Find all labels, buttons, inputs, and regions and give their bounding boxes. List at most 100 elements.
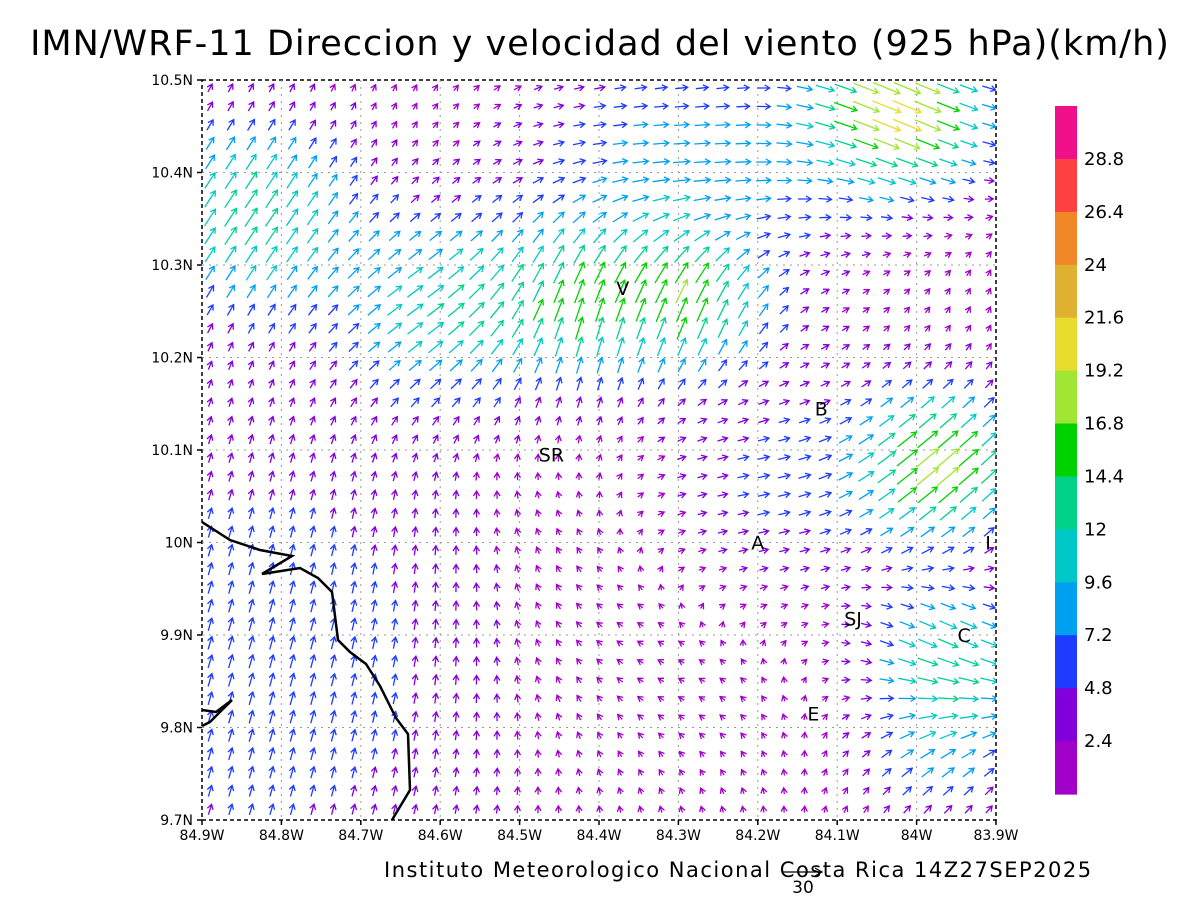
wind-vector [574, 297, 585, 322]
wind-vector [493, 748, 501, 759]
wind-vector [452, 803, 460, 814]
wind-vector [575, 583, 583, 591]
wind-vector [760, 603, 768, 610]
wind-vector [227, 653, 235, 669]
wind-vector [657, 436, 666, 443]
wind-vector [268, 525, 276, 538]
wind-vector [472, 489, 481, 500]
wind-vector [552, 139, 566, 147]
wind-vector [779, 323, 789, 333]
wind-vector [740, 732, 747, 739]
wind-vector [739, 805, 747, 813]
wind-vector [717, 318, 729, 338]
wind-vector [491, 358, 503, 373]
wind-vector [719, 786, 727, 795]
wind-vector [897, 431, 918, 448]
wind-vector [922, 378, 934, 389]
wind-vector [593, 102, 607, 110]
wind-vector [980, 657, 996, 667]
wind-vector [798, 232, 812, 240]
wind-vector [288, 415, 296, 426]
wind-vector [553, 121, 565, 129]
wind-vector [348, 360, 359, 371]
wind-vector [370, 691, 378, 705]
colorbar-label: 4.8 [1084, 678, 1113, 699]
wind-vector [920, 396, 935, 409]
wind-vector [391, 434, 398, 445]
wind-vector [720, 768, 727, 776]
wind-vector [657, 677, 665, 684]
wind-vector [370, 784, 378, 797]
wind-vector [309, 746, 317, 761]
wind-vector [760, 657, 768, 665]
wind-vector [841, 639, 851, 647]
wind-vector [961, 602, 977, 611]
wind-vector [350, 598, 358, 613]
wind-vector [309, 765, 317, 779]
wind-vector [286, 245, 298, 263]
wind-vector [370, 580, 378, 594]
wind-vector [452, 692, 460, 704]
wind-vector [307, 265, 319, 280]
wind-vector [921, 584, 935, 592]
wind-vector [632, 158, 650, 166]
wind-vector [943, 804, 953, 814]
wind-vector [327, 210, 339, 225]
wind-vector [411, 415, 419, 426]
wind-vector [308, 154, 318, 169]
wind-vector [613, 121, 628, 129]
wind-vector [452, 673, 460, 685]
wind-vector [367, 248, 381, 261]
wind-vector [796, 158, 814, 166]
wind-vector [572, 211, 586, 224]
wind-vector [944, 252, 952, 259]
wind-vector [350, 415, 357, 426]
wind-vector [739, 603, 747, 610]
wind-vector [289, 635, 296, 650]
wind-vector [636, 336, 646, 357]
wind-vector [489, 282, 505, 301]
wind-vector [982, 507, 996, 520]
wind-vector [821, 325, 830, 332]
wind-vector [740, 768, 747, 776]
wind-vector [472, 508, 481, 518]
wind-vector [552, 176, 566, 184]
wind-vector [247, 360, 255, 370]
wind-vector [779, 546, 791, 554]
wind-vector [452, 471, 460, 481]
wind-vector [757, 472, 771, 480]
wind-vector [390, 102, 398, 111]
wind-vector [699, 768, 706, 776]
wind-vector [411, 139, 419, 147]
wind-vector [554, 804, 563, 814]
wind-vector [309, 101, 316, 111]
wind-vector [247, 118, 256, 131]
wind-vector [855, 157, 878, 168]
wind-vector [939, 413, 958, 429]
wind-vector [596, 509, 604, 517]
wind-vector [573, 121, 586, 129]
wind-vector [449, 230, 463, 242]
wind-vector [452, 434, 460, 444]
wind-vector [553, 279, 565, 303]
wind-vector [555, 712, 563, 721]
wind-vector [309, 488, 317, 501]
wind-vector [780, 805, 788, 813]
wind-vector [227, 525, 235, 538]
wind-vector [513, 434, 521, 444]
wind-vector [596, 376, 604, 391]
wind-vector [862, 343, 871, 351]
wind-vector [697, 454, 708, 462]
wind-vector [758, 546, 770, 554]
wind-vector [391, 599, 399, 612]
wind-vector [916, 466, 940, 486]
wind-vector [617, 768, 624, 776]
wind-vector [714, 231, 731, 241]
wind-vector [555, 638, 563, 647]
wind-vector [268, 415, 275, 426]
wind-vector [449, 359, 463, 372]
wind-vector [718, 565, 728, 573]
wind-vector [347, 322, 360, 334]
wind-vector [575, 471, 583, 480]
